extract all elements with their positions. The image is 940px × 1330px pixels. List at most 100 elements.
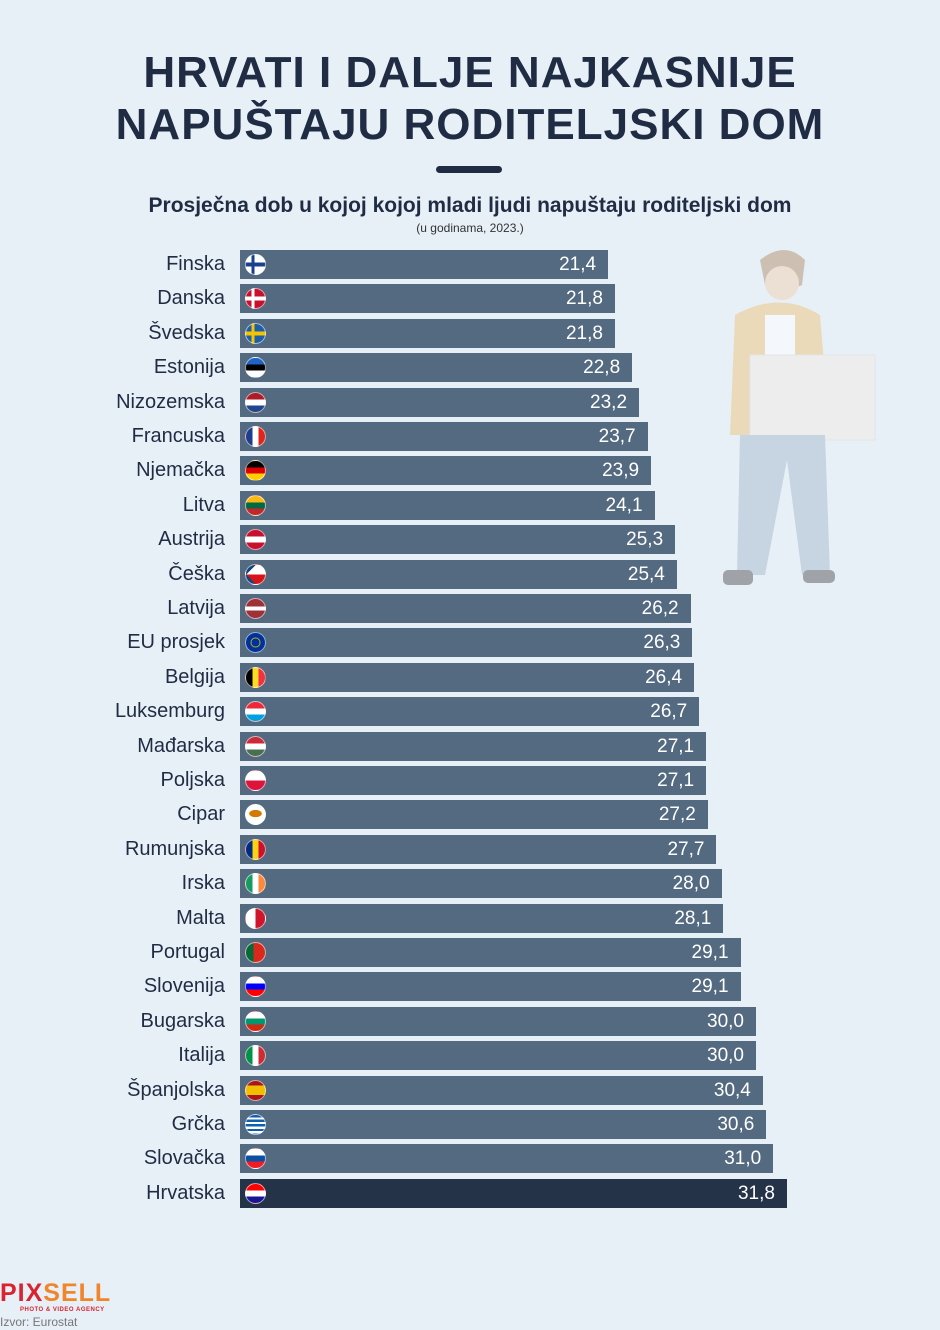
bar-fi: 21,4 [240, 250, 609, 279]
category-label: Estonija [153, 356, 225, 379]
flag-mt-icon [245, 907, 266, 929]
value-label: 30,0 [707, 1010, 744, 1032]
flag-sk-icon [245, 1148, 266, 1170]
bar-it: 30,0 [240, 1041, 756, 1071]
flag-pl-icon [245, 770, 266, 791]
value-label: 31,8 [737, 1182, 775, 1204]
pixsell-logo: PIXSELL [0, 1281, 111, 1306]
value-label: 27,2 [658, 804, 696, 826]
value-label: 25,3 [626, 529, 664, 551]
category-label: Portugal [150, 941, 226, 963]
value-label: 21,8 [565, 322, 603, 344]
category-label: Malta [176, 906, 225, 929]
bar-se: 21,8 [240, 318, 615, 348]
flag-lv-icon [245, 598, 266, 619]
flag-eu-icon [245, 632, 266, 654]
category-label: Austrija [158, 528, 225, 551]
value-label: 30,0 [707, 1045, 744, 1067]
value-label: 26,2 [641, 598, 679, 619]
bar-fr: 23,7 [240, 422, 648, 451]
bar-be: 26,4 [240, 662, 695, 692]
value-label: 22,8 [583, 357, 621, 379]
bar-ie: 28,0 [240, 869, 722, 899]
category-label: Francuska [131, 425, 225, 447]
bar-sk: 31,0 [240, 1144, 774, 1174]
category-label: Slovenija [143, 975, 225, 998]
flag-fr-icon [245, 426, 266, 447]
value-label: 31,0 [724, 1148, 762, 1170]
value-label: 24,1 [605, 494, 643, 516]
category-label: Grčka [171, 1113, 225, 1135]
bar-cz: 25,4 [240, 559, 677, 589]
bar-gr: 30,6 [240, 1110, 767, 1139]
flag-ee-icon [245, 357, 266, 379]
flag-at-icon [245, 529, 266, 551]
flag-lu-icon [245, 701, 266, 723]
title-line-1: HRVATI I DALJE NAJKASNIJE [143, 48, 797, 97]
value-label: 27,1 [657, 735, 695, 757]
bar-ee: 22,8 [240, 353, 633, 383]
value-label: 27,1 [657, 770, 695, 791]
flag-be-icon [245, 666, 266, 688]
value-label: 21,8 [565, 288, 603, 310]
bar-bg: 30,0 [240, 1006, 756, 1036]
flag-es-icon [245, 1079, 266, 1101]
category-label: Hrvatska [146, 1181, 225, 1204]
flag-lt-icon [245, 494, 266, 516]
flag-ie-icon [245, 873, 266, 895]
flag-nl-icon [245, 391, 266, 413]
category-label: Mađarska [137, 734, 225, 757]
subtitle: Prosječna dob u kojoj kojoj mladi ljudi … [148, 194, 792, 217]
flag-hu-icon [245, 735, 266, 757]
value-label: 23,2 [590, 391, 628, 413]
logo-part2: SELL [43, 1279, 112, 1307]
bar-nl: 23,2 [240, 387, 640, 417]
bar-pl: 27,1 [240, 766, 707, 795]
category-label: Bugarska [140, 1009, 226, 1032]
bar-at: 25,3 [240, 525, 676, 555]
flag-bg-icon [245, 1010, 266, 1032]
flag-ro-icon [245, 838, 266, 860]
value-label: 23,9 [602, 460, 640, 482]
category-label: Danska [157, 287, 225, 310]
value-label: 28,0 [672, 873, 710, 895]
flag-it-icon [245, 1045, 266, 1067]
category-label: Slovačka [143, 1147, 225, 1170]
category-label: Češka [168, 562, 225, 585]
value-label: 30,6 [717, 1114, 755, 1135]
bar-cy: 27,2 [240, 800, 708, 830]
bar-de: 23,9 [240, 456, 652, 486]
value-label: 26,3 [643, 632, 681, 654]
bar-dk: 21,8 [240, 284, 615, 314]
category-label: Španjolska [127, 1078, 225, 1101]
flag-cy-icon [245, 804, 266, 826]
bar-hu: 27,1 [240, 731, 707, 761]
flag-se-icon [245, 322, 266, 344]
value-label: 26,4 [645, 666, 683, 688]
category-label: Cipar [177, 803, 225, 826]
bar-ro: 27,7 [240, 834, 717, 864]
category-label: Irska [181, 872, 225, 895]
bar-pt: 29,1 [240, 938, 741, 967]
category-label: EU prosjek [127, 631, 225, 654]
category-label: Poljska [160, 769, 225, 791]
category-label: Finska [166, 253, 225, 275]
value-label: 26,7 [650, 701, 688, 723]
category-label: Belgija [164, 665, 225, 688]
value-label: 29,1 [691, 976, 729, 998]
flag-de-icon [245, 460, 266, 482]
bar-lu: 26,7 [240, 697, 700, 727]
category-label: Luksemburg [114, 700, 225, 723]
divider [436, 166, 502, 173]
bar-lv: 26,2 [240, 594, 691, 623]
bar-eu: 26,3 [240, 628, 693, 658]
flag-fi-icon [245, 254, 266, 275]
flag-pt-icon [245, 942, 266, 963]
category-label: Nizozemska [116, 390, 225, 413]
category-label: Njemačka [136, 459, 225, 482]
flag-dk-icon [245, 288, 266, 310]
value-label: 29,1 [691, 942, 729, 963]
flag-cz-icon [245, 563, 266, 585]
value-label: 30,4 [713, 1079, 751, 1101]
